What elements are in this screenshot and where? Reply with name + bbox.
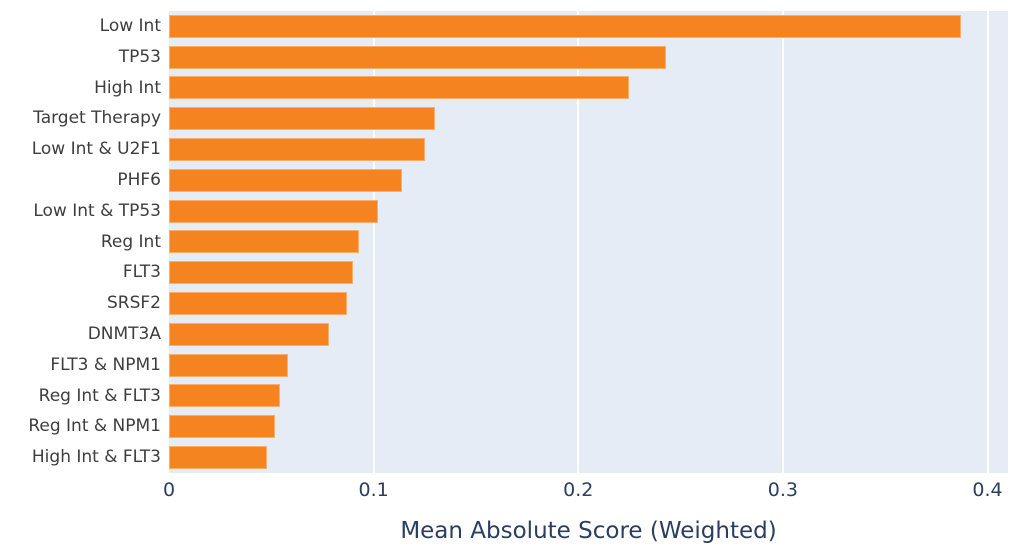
- bar-reg-int: [169, 230, 360, 254]
- y-tick-label: Low Int & U2F1: [31, 139, 161, 160]
- y-tick-label: Target Therapy: [33, 108, 161, 129]
- plot-area: [169, 11, 1008, 473]
- bar-row: [169, 73, 1008, 104]
- bar-row: [169, 134, 1008, 165]
- x-tick-label: 0.1: [358, 479, 389, 501]
- bar-target-therapy: [169, 107, 436, 131]
- bar-row: [169, 165, 1008, 196]
- gridline-x-0.1: [372, 11, 375, 473]
- y-axis-tick-labels: Low Int TP53 High Int Target Therapy Low Int…: [0, 11, 161, 473]
- bar-tp53: [169, 45, 667, 69]
- x-tick-label: 0: [162, 479, 176, 501]
- y-tick-label: Reg Int & FLT3: [38, 385, 161, 406]
- bar-row: [169, 227, 1008, 258]
- bar-row: [169, 42, 1008, 73]
- y-tick-label: TP53: [118, 46, 161, 67]
- gridline-x-0.3: [781, 11, 784, 473]
- bar-row: [169, 196, 1008, 227]
- y-tick-label: Low Int & TP53: [33, 200, 161, 221]
- bar-row: [169, 411, 1008, 442]
- y-tick-label: Reg Int: [100, 231, 161, 252]
- gridline-x-0.2: [577, 11, 580, 473]
- bar-row: [169, 442, 1008, 473]
- bar-phf6: [169, 168, 403, 192]
- y-tick-label: Reg Int & NPM1: [28, 416, 161, 437]
- x-axis-tick-labels: 0 0.1 0.2 0.3 0.4: [0, 479, 1011, 503]
- y-tick-label: DNMT3A: [87, 323, 161, 344]
- bar-reg-int-flt3: [169, 384, 280, 408]
- y-tick-label: PHF6: [117, 169, 161, 190]
- bar-row: [169, 319, 1008, 350]
- x-tick-label: 0.4: [972, 479, 1003, 501]
- x-axis-title: Mean Absolute Score (Weighted): [400, 518, 777, 544]
- y-tick-label: FLT3 & NPM1: [50, 354, 161, 375]
- x-tick-label: 0.3: [767, 479, 798, 501]
- y-tick-label: SRSF2: [107, 293, 161, 314]
- bar-high-int: [169, 76, 630, 100]
- y-tick-label: High Int: [94, 77, 161, 98]
- x-tick-label: 0.2: [563, 479, 594, 501]
- bar-reg-int-npm1: [169, 415, 276, 439]
- y-tick-label: High Int & FLT3: [31, 447, 161, 468]
- bar-row: [169, 381, 1008, 412]
- bar-srsf2: [169, 292, 348, 316]
- bar-dnmt3a: [169, 322, 329, 346]
- bar-row: [169, 103, 1008, 134]
- bar-row: [169, 288, 1008, 319]
- y-tick-label: FLT3: [122, 262, 161, 283]
- bar-low-int-u2f1: [169, 138, 425, 162]
- bar-row: [169, 257, 1008, 288]
- bar-low-int: [169, 14, 961, 38]
- bar-flt3-npm1: [169, 353, 288, 377]
- y-tick-label: Low Int: [99, 15, 161, 36]
- bar-high-int-flt3: [169, 446, 268, 470]
- bar-low-int-tp53: [169, 199, 378, 223]
- bar-row: [169, 11, 1008, 42]
- gridline-x-0.4: [986, 11, 989, 473]
- bar-row: [169, 350, 1008, 381]
- bar-flt3: [169, 261, 354, 285]
